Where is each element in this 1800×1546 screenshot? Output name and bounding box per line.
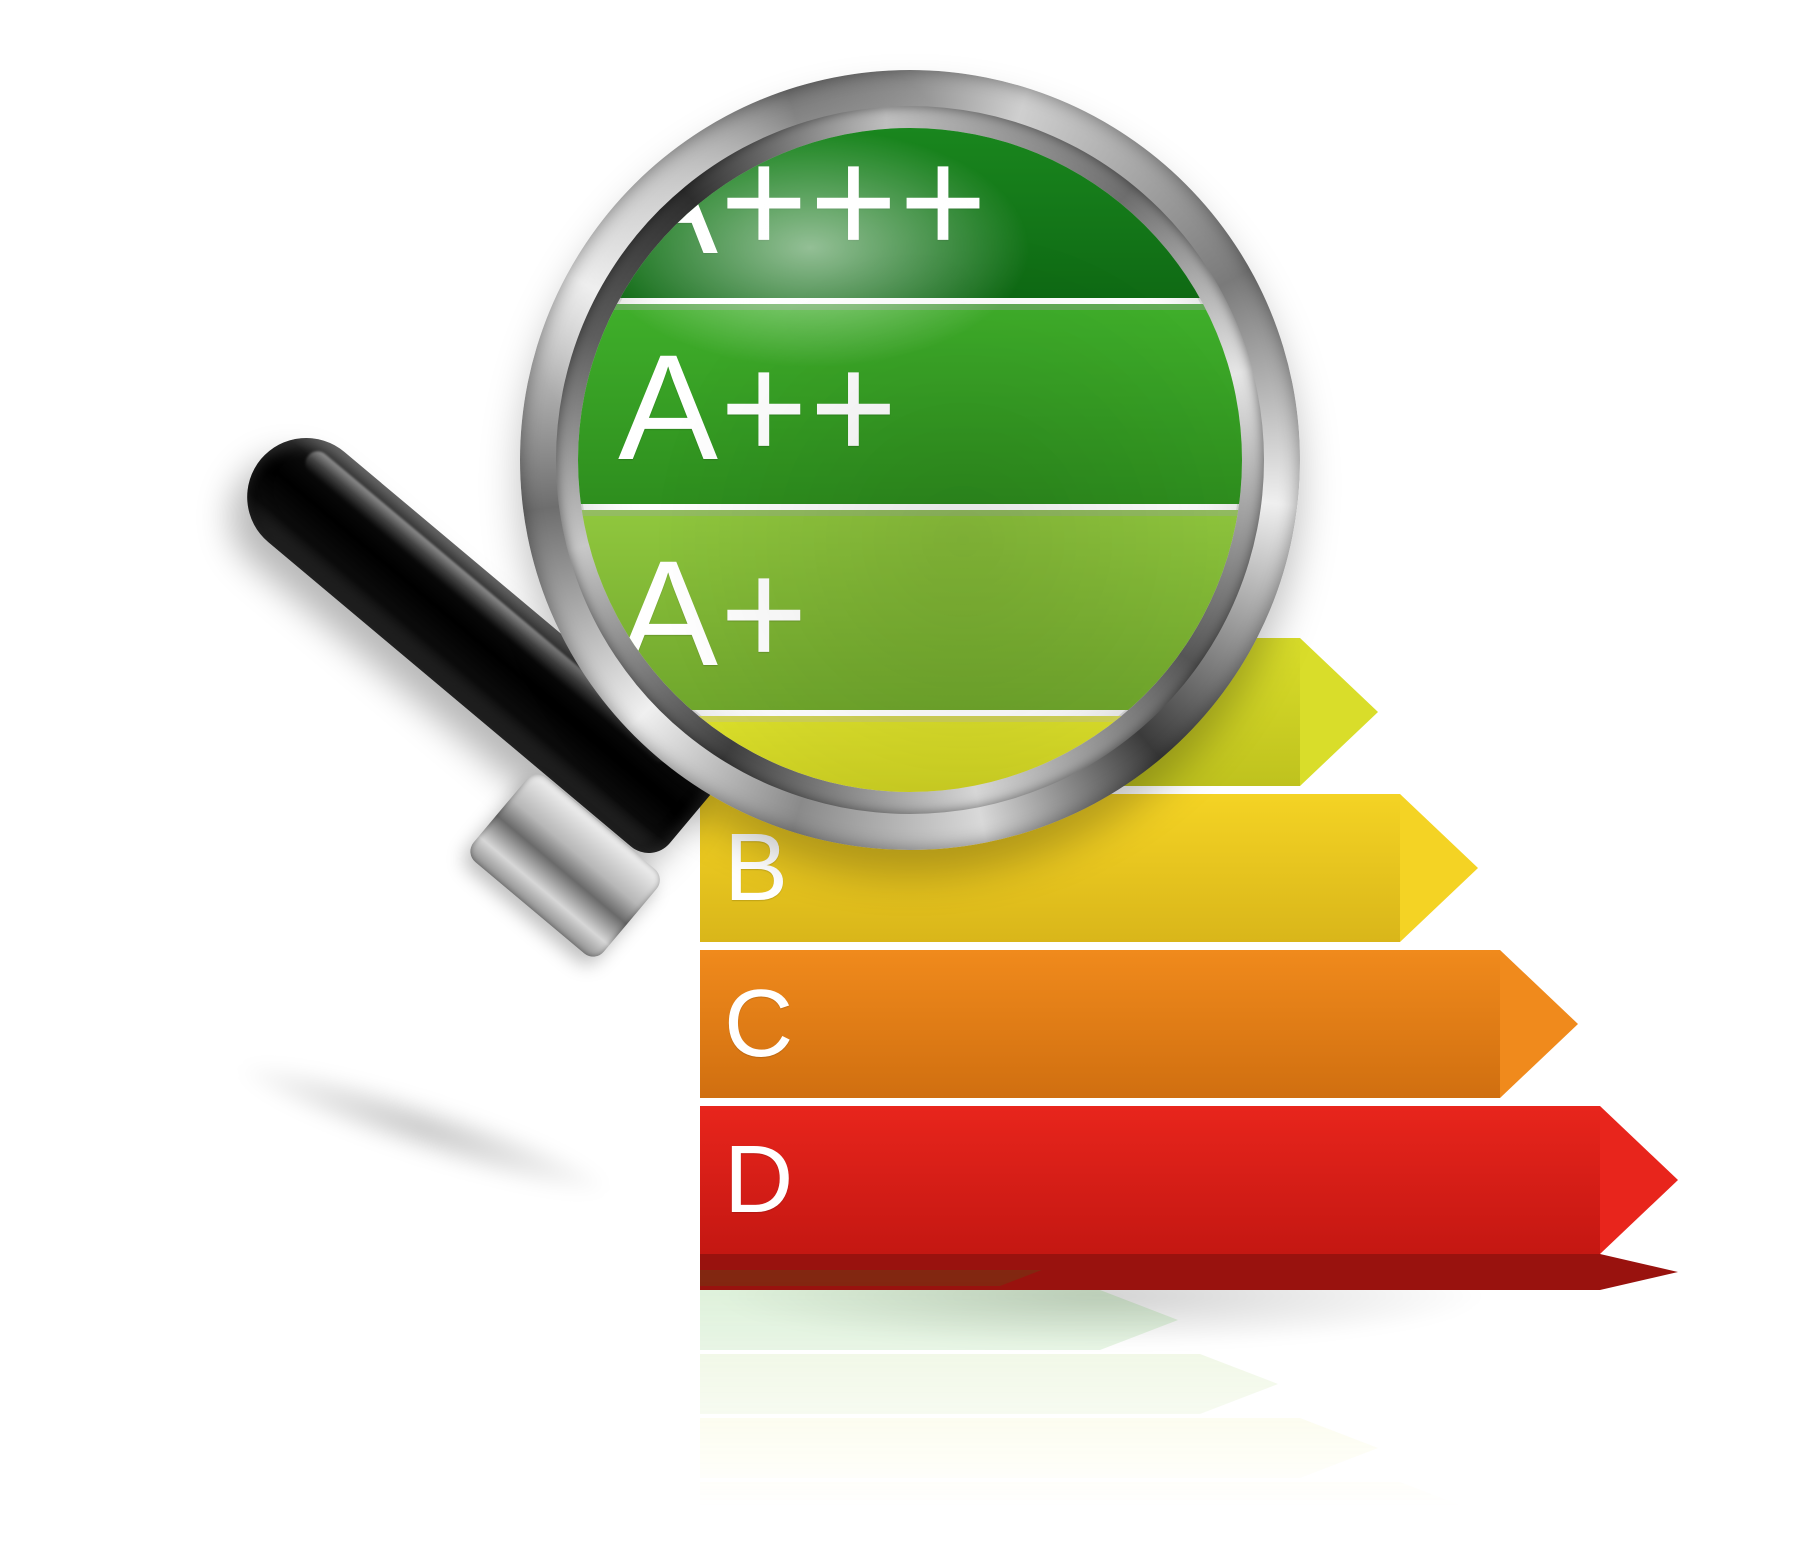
rating-bar-arrow — [1600, 1106, 1678, 1254]
magnified-label: A — [618, 716, 693, 793]
magnified-label: A+ — [618, 527, 810, 700]
magnified-bar: A — [578, 716, 1242, 792]
energy-rating-infographic: A+++A++A+ABCD A+++A++A+A — [0, 0, 1800, 1546]
magnified-bar: A++ — [578, 304, 1242, 504]
handle-shadow — [147, 1009, 701, 1249]
magnified-bars: A+++ A++ A+ A — [578, 128, 1242, 792]
rating-bar-body: D — [700, 1106, 1600, 1254]
rating-label: C — [724, 969, 795, 1079]
rating-bar: D — [700, 1106, 1678, 1254]
rating-bar-body: C — [700, 950, 1500, 1098]
rating-bar-arrow — [1500, 950, 1578, 1098]
magnified-label: A+++ — [618, 128, 989, 288]
magnified-bar: A+++ — [578, 128, 1242, 298]
magnified-bar: A+ — [578, 510, 1242, 710]
magnifier-glass: A+++ A++ A+ A — [578, 128, 1242, 792]
rating-bar-arrow — [1300, 638, 1378, 786]
magnifier: A+++ A++ A+ A — [520, 70, 1300, 850]
magnified-label: A++ — [618, 321, 899, 494]
rating-bar-arrow — [1400, 794, 1478, 942]
rating-bars-reflection — [700, 1270, 1700, 1546]
rating-bar: C — [700, 950, 1578, 1098]
rating-label: D — [724, 1125, 795, 1235]
